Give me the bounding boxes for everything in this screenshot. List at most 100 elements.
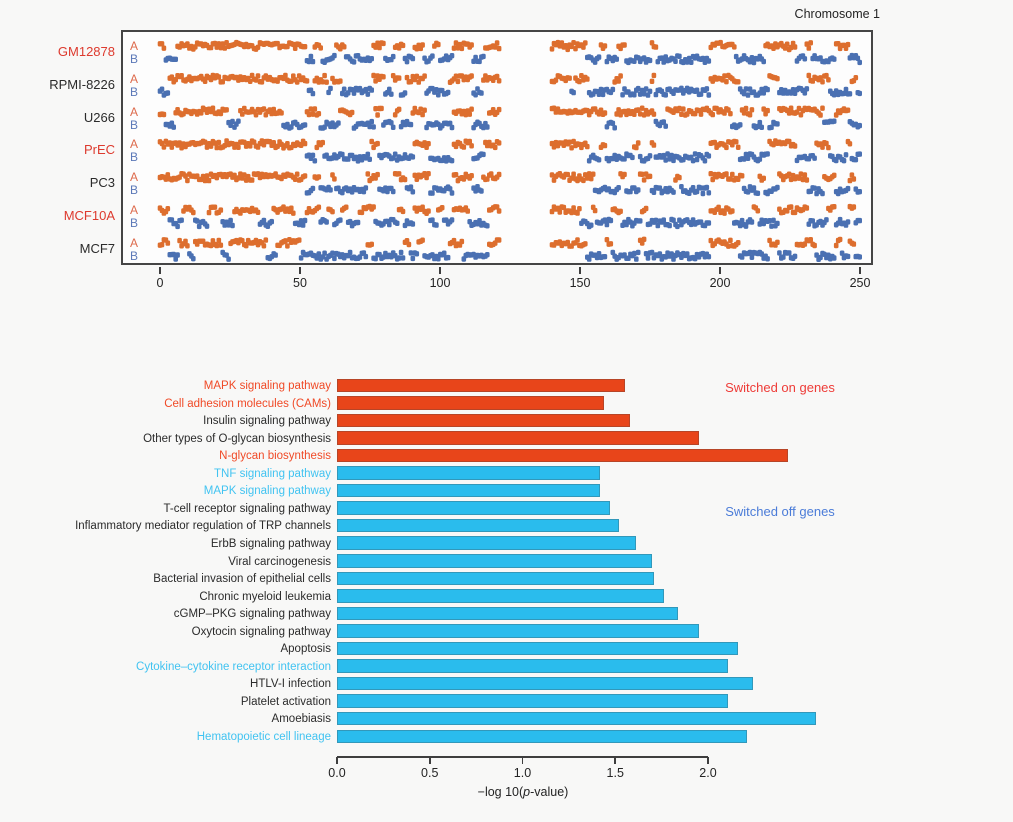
bar-row: Apoptosis bbox=[0, 640, 1013, 658]
compartment-point bbox=[716, 204, 721, 210]
compartment-point bbox=[206, 209, 212, 216]
compartment-point bbox=[469, 42, 474, 48]
compartment-point bbox=[802, 90, 808, 96]
compartment-point bbox=[204, 173, 210, 179]
compartment-point bbox=[722, 73, 727, 79]
compartment-point bbox=[281, 204, 286, 210]
compartment-point bbox=[771, 45, 776, 51]
compartment-point bbox=[449, 217, 455, 223]
compartment-point bbox=[653, 44, 659, 50]
bar-label: Amoebiasis bbox=[271, 713, 331, 726]
compartment-point bbox=[236, 144, 241, 150]
cell-line-label: GM12878 bbox=[57, 44, 115, 59]
compartment-point bbox=[269, 218, 274, 225]
compartment-point bbox=[490, 107, 496, 113]
x-axis-title-italic-p: p bbox=[523, 785, 531, 799]
bar bbox=[337, 676, 753, 691]
compartment-point bbox=[571, 205, 576, 211]
compartment-point bbox=[316, 111, 322, 117]
compartment-point bbox=[259, 79, 265, 85]
track-a-label: A bbox=[129, 203, 138, 217]
bar-row: Cell adhesion molecules (CAMs) bbox=[0, 395, 1013, 413]
compartment-point bbox=[208, 242, 214, 249]
compartment-point bbox=[494, 73, 500, 80]
compartment-point bbox=[422, 107, 427, 113]
compartment-point bbox=[402, 176, 408, 183]
compartment-point bbox=[632, 92, 637, 98]
track-b-label: B bbox=[129, 183, 138, 198]
compartment-point bbox=[161, 144, 167, 150]
bar-label: Insulin signaling pathway bbox=[203, 415, 331, 428]
compartment-point bbox=[745, 155, 751, 161]
compartment-point bbox=[396, 171, 402, 177]
x-tick bbox=[859, 267, 861, 274]
compartment-point bbox=[367, 156, 372, 162]
compartment-point bbox=[549, 172, 555, 178]
compartment-point bbox=[831, 204, 837, 210]
compartment-point bbox=[322, 250, 327, 256]
compartment-point bbox=[369, 118, 374, 125]
bar-row: Oxytocin signaling pathway bbox=[0, 623, 1013, 641]
compartment-point bbox=[596, 54, 602, 60]
compartment-point bbox=[459, 238, 465, 245]
compartment-point bbox=[608, 241, 614, 247]
compartment-point bbox=[704, 184, 710, 191]
compartment-point bbox=[449, 190, 455, 196]
compartment-point bbox=[214, 242, 220, 249]
compartment-point bbox=[641, 236, 647, 242]
compartment-point bbox=[479, 188, 484, 194]
compartment-point bbox=[320, 79, 325, 85]
compartment-point bbox=[398, 249, 404, 256]
compartment-point bbox=[775, 239, 780, 245]
compartment-point bbox=[602, 142, 608, 149]
compartment-point bbox=[375, 40, 380, 46]
compartment-point bbox=[735, 144, 741, 150]
compartment-point bbox=[688, 59, 694, 65]
compartment-point bbox=[436, 41, 441, 48]
compartment-point bbox=[661, 119, 666, 125]
compartment-point bbox=[289, 78, 294, 84]
compartment-point bbox=[694, 156, 700, 163]
compartment-point bbox=[292, 176, 298, 182]
compartment-point bbox=[214, 144, 220, 151]
x-tick-label: 250 bbox=[849, 276, 871, 290]
compartment-point bbox=[761, 106, 766, 112]
compartment-point bbox=[786, 171, 792, 177]
compartment-point bbox=[706, 92, 712, 98]
compartment-point bbox=[641, 91, 647, 97]
compartment-point bbox=[408, 121, 414, 128]
compartment-point bbox=[420, 42, 425, 48]
compartment-point bbox=[669, 152, 674, 159]
compartment-point bbox=[332, 52, 337, 59]
chromosome-title: Chromosome 1 bbox=[794, 7, 880, 21]
compartment-point bbox=[708, 171, 714, 177]
compartment-point bbox=[732, 44, 737, 50]
bar-label: Inflammatory mediator regulation of TRP … bbox=[75, 520, 331, 533]
compartment-point bbox=[730, 171, 735, 178]
compartment-point bbox=[477, 58, 482, 65]
compartment-point bbox=[775, 220, 780, 227]
compartment-point bbox=[771, 217, 776, 223]
bar-row: Bacterial invasion of epithelial cells bbox=[0, 570, 1013, 588]
compartment-point bbox=[767, 218, 772, 224]
compartment-point bbox=[663, 92, 668, 98]
compartment-point bbox=[635, 140, 641, 146]
compartment-point bbox=[663, 157, 668, 163]
compartment-point bbox=[694, 87, 700, 93]
compartment-point bbox=[492, 144, 498, 151]
compartment-point bbox=[724, 144, 729, 151]
compartment-point bbox=[283, 72, 288, 79]
x-tick-label: 1.0 bbox=[513, 766, 532, 780]
compartment-point bbox=[269, 110, 274, 117]
compartment-point bbox=[812, 185, 817, 191]
compartment-point bbox=[310, 58, 316, 65]
compartment-point bbox=[585, 143, 590, 150]
compartment-point bbox=[675, 223, 680, 230]
bar-label: Cell adhesion molecules (CAMs) bbox=[164, 397, 331, 410]
compartment-point bbox=[739, 173, 745, 179]
compartment-point bbox=[373, 256, 378, 262]
compartment-point bbox=[747, 112, 753, 118]
compartment-point bbox=[726, 243, 731, 249]
compartment-point bbox=[373, 106, 378, 112]
compartment-point bbox=[820, 190, 825, 197]
